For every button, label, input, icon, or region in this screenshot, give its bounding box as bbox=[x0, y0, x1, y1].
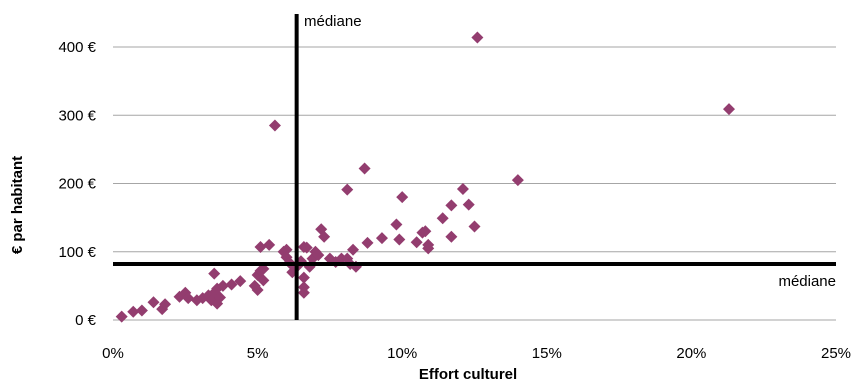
data-point bbox=[445, 199, 458, 212]
gridlines bbox=[113, 46, 836, 253]
x-tick-label: 15% bbox=[532, 345, 562, 362]
data-point bbox=[390, 218, 403, 231]
data-point bbox=[248, 279, 261, 292]
data-point bbox=[445, 230, 458, 243]
data-point bbox=[257, 274, 270, 287]
y-tick-label: 100 € bbox=[58, 244, 96, 261]
x-tick-label: 25% bbox=[821, 345, 851, 362]
data-point bbox=[300, 241, 313, 254]
data-point bbox=[135, 304, 148, 317]
data-point bbox=[456, 182, 469, 195]
data-point bbox=[280, 243, 293, 256]
y-tick-label: 200 € bbox=[58, 176, 96, 193]
data-point bbox=[254, 240, 267, 253]
data-point bbox=[471, 31, 484, 44]
y-tick-labels: 0 € 100 € 200 € 300 € 400 € bbox=[58, 39, 96, 329]
data-point bbox=[511, 174, 524, 187]
data-point bbox=[263, 238, 276, 251]
data-point bbox=[234, 275, 247, 288]
x-tick-label: 5% bbox=[247, 345, 269, 362]
data-point bbox=[306, 252, 319, 265]
data-point bbox=[182, 292, 195, 305]
x-axis-title: Effort culturel bbox=[419, 366, 517, 382]
data-point bbox=[318, 230, 331, 243]
median-horizontal-label: médiane bbox=[778, 273, 836, 290]
data-point bbox=[251, 283, 264, 296]
data-point bbox=[462, 198, 475, 211]
median-vertical-label: médiane bbox=[304, 13, 362, 30]
data-point bbox=[216, 279, 229, 292]
data-point bbox=[358, 162, 371, 175]
data-point bbox=[297, 286, 310, 299]
data-point bbox=[214, 291, 227, 304]
data-point bbox=[436, 212, 449, 225]
data-point bbox=[419, 225, 432, 238]
data-point bbox=[225, 278, 238, 291]
data-point bbox=[159, 298, 172, 311]
data-point bbox=[268, 119, 281, 132]
data-point bbox=[341, 183, 354, 196]
data-point bbox=[312, 249, 325, 262]
x-tick-label: 0% bbox=[102, 345, 124, 362]
data-point bbox=[127, 305, 140, 318]
data-point bbox=[722, 103, 735, 116]
data-point bbox=[375, 232, 388, 245]
data-point bbox=[115, 310, 128, 323]
data-point bbox=[208, 267, 221, 280]
data-point bbox=[422, 242, 435, 255]
data-point bbox=[393, 233, 406, 246]
data-point bbox=[410, 236, 423, 249]
x-tick-labels: 0% 5% 10% 15% 20% 25% bbox=[102, 345, 851, 362]
data-point bbox=[347, 243, 360, 256]
y-axis-title: € par habitant bbox=[9, 156, 26, 254]
y-tick-label: 300 € bbox=[58, 107, 96, 124]
data-point bbox=[361, 236, 374, 249]
x-tick-label: 10% bbox=[387, 345, 417, 362]
data-point bbox=[396, 191, 409, 204]
y-tick-label: 0 € bbox=[75, 312, 97, 329]
x-tick-label: 20% bbox=[676, 345, 706, 362]
data-point bbox=[297, 271, 310, 284]
data-point bbox=[468, 220, 481, 233]
data-points bbox=[115, 31, 735, 323]
y-tick-label: 400 € bbox=[58, 39, 96, 56]
data-point bbox=[147, 296, 160, 309]
